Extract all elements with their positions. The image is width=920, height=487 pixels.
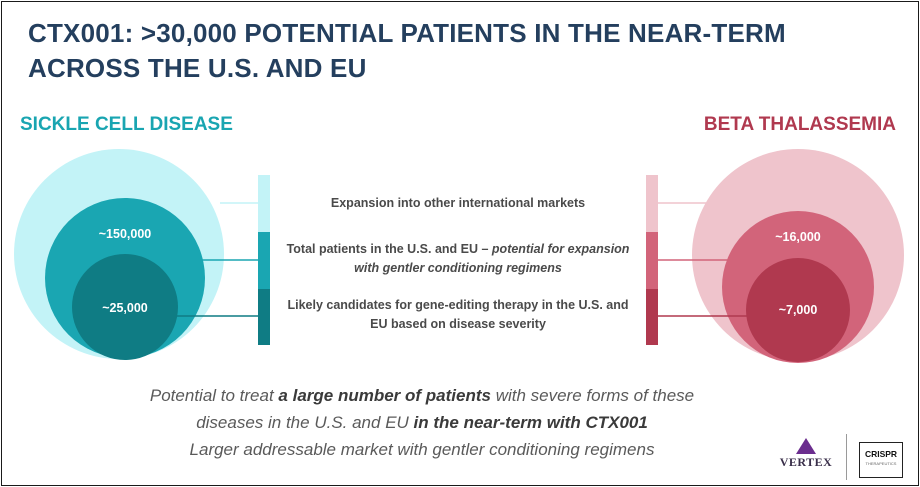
legend-inner-text: Likely candidates for gene-editing thera… <box>287 298 629 331</box>
logo-divider <box>846 434 847 480</box>
footer-line-2-b: in the near-term with CTX001 <box>413 413 648 432</box>
bt-inner-circle <box>746 258 850 362</box>
sickle-cell-heading: SICKLE CELL DISEASE <box>20 114 233 135</box>
footer-line-1-a: Potential to treat <box>149 386 279 405</box>
scd-inner-value: ~25,000 <box>102 301 148 315</box>
footer-line-2: diseases in the U.S. and EU in the near-… <box>102 409 742 436</box>
beta-thalassemia-heading: BETA THALASSEMIA <box>703 114 896 135</box>
crispr-logo: CRISPR THERAPEUTICS <box>859 442 903 478</box>
vertex-logo: VERTEX <box>770 438 842 470</box>
bt-legend-outer-segment <box>646 175 658 232</box>
legend-outer-label: Expansion into other international marke… <box>282 194 634 213</box>
legend-middle-italic-text: potential for expansion with gentler con… <box>354 242 630 275</box>
scd-legend-middle-segment <box>258 232 270 289</box>
crispr-logo-text: CRISPR <box>864 449 898 459</box>
legend-middle-text: Total patients in the U.S. and EU – <box>286 242 492 256</box>
title-line-2: ACROSS THE U.S. AND EU <box>28 53 367 83</box>
vertex-logo-text: VERTEX <box>779 455 833 469</box>
bt-legend-inner-segment <box>646 289 658 345</box>
footer-line-2-a: diseases in the U.S. and EU <box>196 413 414 432</box>
scd-legend-outer-segment <box>258 175 270 232</box>
footer-line-1-c: with severe forms of these <box>490 386 695 405</box>
crispr-logo-subtext: THERAPEUTICS <box>865 461 897 466</box>
slide-title: CTX001: >30,000 POTENTIAL PATIENTS IN TH… <box>28 16 786 86</box>
title-line-1: CTX001: >30,000 POTENTIAL PATIENTS IN TH… <box>28 18 786 48</box>
legend-middle-label: Total patients in the U.S. and EU – pote… <box>282 240 634 278</box>
footer-line-1-b: a large number of patients <box>278 386 491 405</box>
bt-inner-value: ~7,000 <box>779 303 818 317</box>
legend-inner-label: Likely candidates for gene-editing thera… <box>282 296 634 334</box>
bt-middle-value: ~16,000 <box>775 230 821 244</box>
scd-middle-value: ~150,000 <box>99 227 152 241</box>
vertex-triangle-icon <box>796 438 816 454</box>
scd-inner-circle <box>72 254 178 360</box>
footer-line-3-text: Larger addressable market with gentler c… <box>189 440 655 459</box>
scd-legend-inner-segment <box>258 289 270 345</box>
legend-outer-text: Expansion into other international marke… <box>330 196 586 210</box>
footer-line-3: Larger addressable market with gentler c… <box>102 436 742 463</box>
bt-legend-middle-segment <box>646 232 658 289</box>
footer-line-1: Potential to treat a large number of pat… <box>102 382 742 409</box>
